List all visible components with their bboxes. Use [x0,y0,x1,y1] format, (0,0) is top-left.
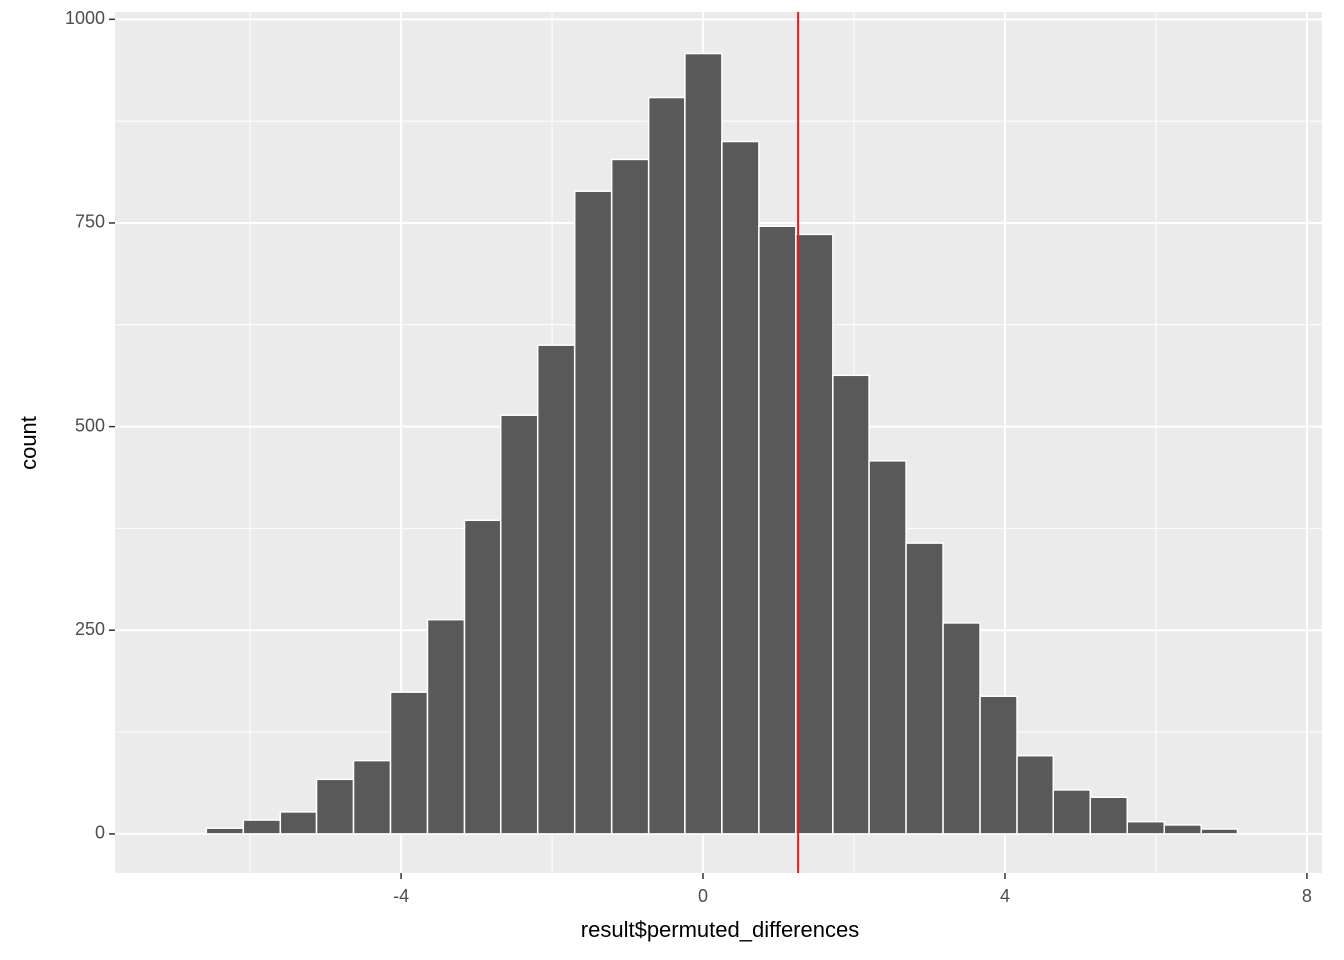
x-tick-label: 0 [698,886,708,906]
y-tick-label: 500 [75,415,105,435]
bar [1200,828,1239,835]
bar [979,695,1018,835]
y-tick-label: 0 [95,823,105,843]
bar [684,52,723,835]
bar [832,374,870,835]
bar [205,827,245,835]
bar [426,618,466,835]
bar [389,691,429,835]
x-axis-label: result$permuted_differences [581,917,859,942]
y-tick-label: 750 [75,212,105,232]
bar [573,190,613,835]
bar [315,778,355,835]
bar [868,460,907,835]
bar [279,811,318,835]
bar [1089,796,1128,835]
bar [758,225,797,835]
bar [610,158,650,835]
x-tick-label: 4 [1000,886,1010,906]
bar [1163,824,1202,835]
x-tick-label: 8 [1302,886,1312,906]
bar [242,819,282,835]
bar [1016,754,1055,835]
y-tick-label: 250 [75,619,105,639]
y-tick-label: 1000 [65,8,105,28]
bar [352,759,392,835]
bar [905,542,944,835]
x-tick-label: -4 [393,886,409,906]
bar [647,96,686,835]
bar [1052,789,1092,835]
bar [795,233,834,835]
bar [499,414,539,835]
bar [721,140,760,835]
bar [463,519,502,835]
bar [1126,820,1165,835]
bar [942,622,981,835]
y-axis-label: count [16,416,41,470]
bar [536,344,576,835]
